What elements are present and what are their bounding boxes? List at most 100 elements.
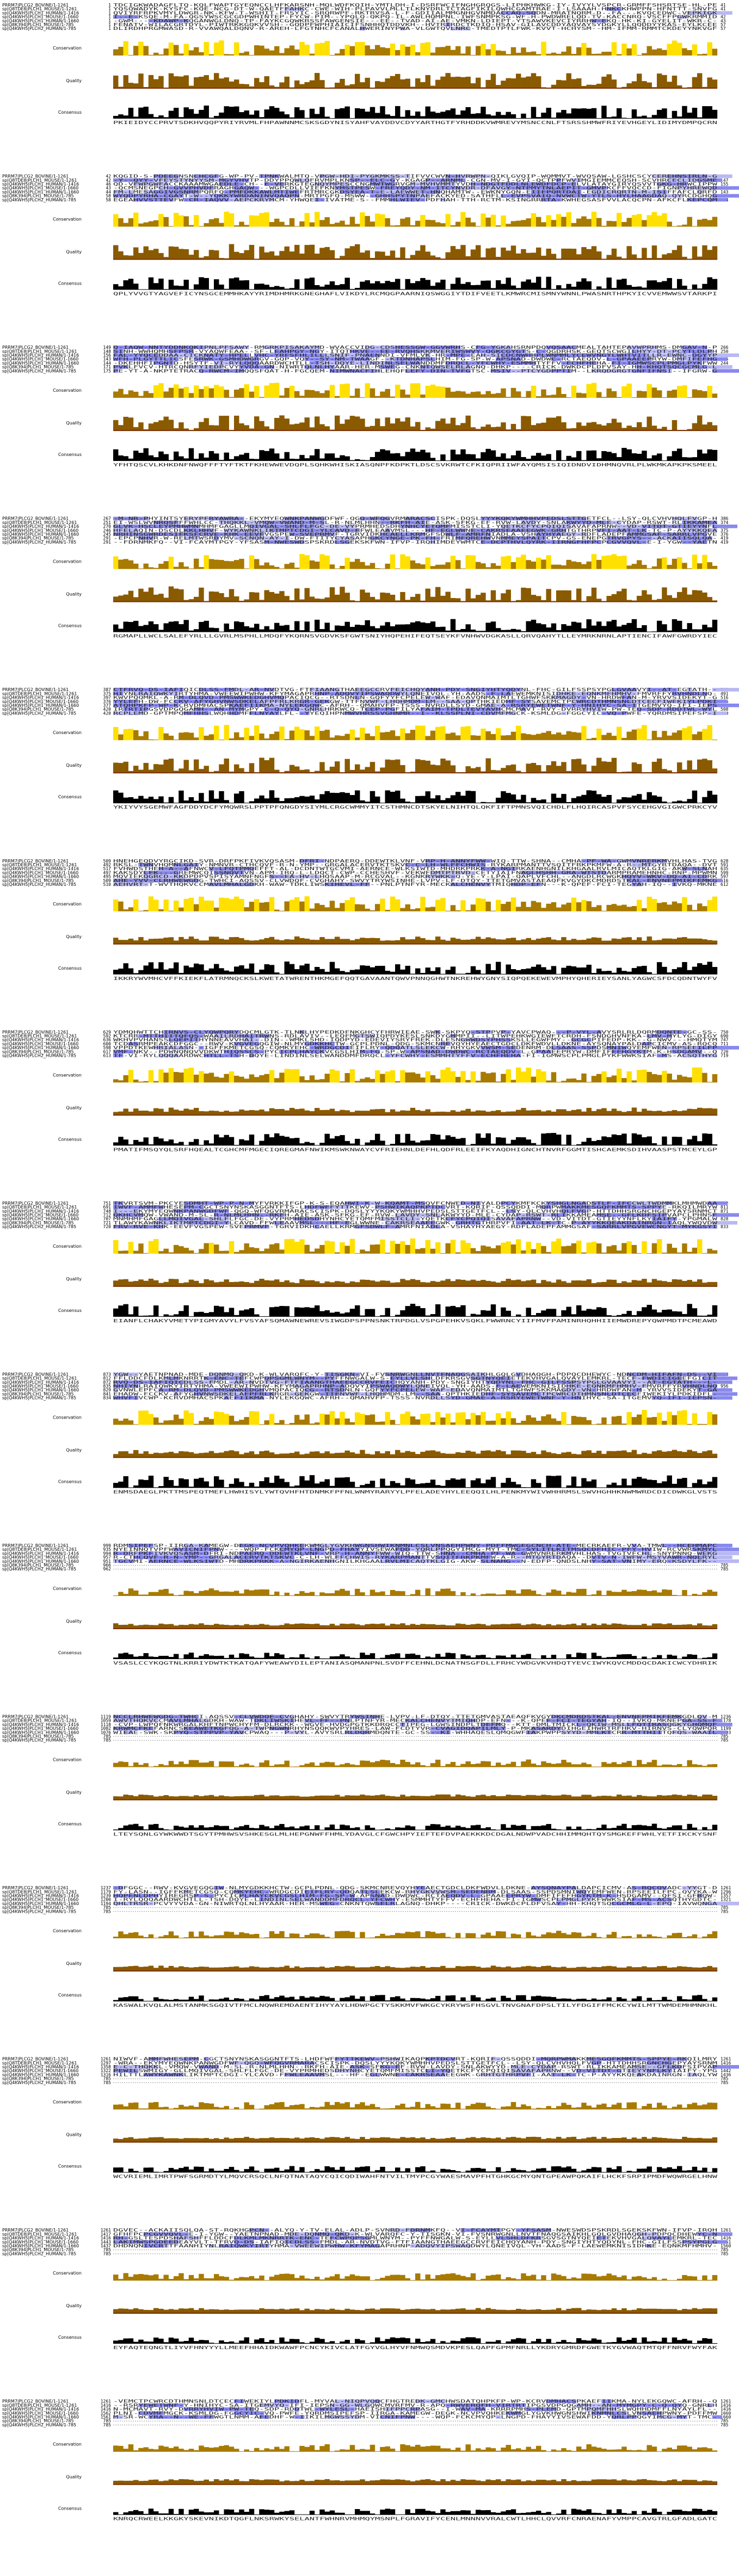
sequence-name[interactable]: sp|Q4KWH5|PLCH2_HUMAN/1-785 <box>2 1224 76 1229</box>
sequence-name[interactable]: sp|Q4KWH5|PLCH1_HUMAN/1-1416 <box>2 10 79 15</box>
annotation-bar <box>123 1624 128 1629</box>
sequence-name[interactable]: sp|Q4KWH5|PLCH1_MOUSE/1-1660 <box>2 528 78 533</box>
annotation-bar <box>662 50 667 56</box>
annotation-bar <box>516 1067 521 1083</box>
annotation-bar <box>510 794 516 804</box>
annotation-bar <box>269 1483 275 1488</box>
annotation-bar <box>304 1110 310 1116</box>
annotation-bar <box>315 1451 320 1458</box>
annotation-bar <box>264 1589 269 1596</box>
sequence-name[interactable]: sp|Q4KWH5|PLCH2_HUMAN/1-785 <box>2 1567 76 1572</box>
annotation-bar <box>315 598 320 602</box>
annotation-bar <box>214 798 219 804</box>
sequence-name[interactable]: sp|Q4KWH5|PLCH1_HUMAN/1-1660 <box>2 532 79 537</box>
annotation-bar <box>329 1411 335 1425</box>
sequence-name[interactable]: sp|Q4KWH5|PLCH2_HUMAN/1-785 <box>2 1053 76 1058</box>
annotation-bar <box>355 73 360 88</box>
sequence-name[interactable]: sp|Q4KWH5|PLCH2_HUMAN/1-785 <box>2 368 76 373</box>
residue-block <box>516 182 541 186</box>
annotation-bar <box>601 106 607 119</box>
sequence-name[interactable]: sp|Q4KWH5|PLCH1_HUMAN/1-1416 <box>2 524 79 529</box>
annotation-bar <box>395 1134 401 1146</box>
annotation-bar <box>214 628 219 632</box>
annotation-bar <box>501 1307 506 1317</box>
annotation-bar <box>369 967 375 975</box>
sequence-name[interactable]: PRRM7|PLCG2_BOVINE/1-1261 <box>2 516 69 521</box>
sequence-name[interactable]: sp|Q4KWH5|PLCH1_HUMAN/1-1660 <box>2 361 79 366</box>
annotation-bar <box>460 1654 466 1659</box>
sequence-name[interactable]: sp|Q4KWH5|PLCH2_HUMAN/1-785 <box>2 882 76 887</box>
annotation-bar <box>340 384 345 398</box>
annotation-bar <box>606 1246 612 1254</box>
sequence-name[interactable]: PRRM7|PLCG2_BOVINE/1-1261 <box>2 3 69 8</box>
annotation-bar <box>395 1243 401 1254</box>
annotation-bar <box>470 454 476 461</box>
sequence-name[interactable]: sp|Q8TDE8|PLCH1_MOUSE/1-1261 <box>2 7 77 11</box>
sequence-name[interactable]: sp|Q4KWH5|PLCH1_MOUSE/1-1660 <box>2 186 78 190</box>
annotation-bar <box>410 255 416 260</box>
annotation-bar <box>118 1279 124 1286</box>
annotation-bar <box>309 80 315 88</box>
sequence-name[interactable]: sp|Q4KWH5|PLCH2_HUMAN/1-785 <box>2 198 76 202</box>
annotation-bar <box>692 734 698 741</box>
annotation-bar <box>440 1656 446 1659</box>
sequence-name[interactable]: sp|Q4KWH5|PLCH1_HUMAN/1-1416 <box>2 353 79 358</box>
annotation-bar <box>651 1590 657 1596</box>
annotation-bar <box>229 899 235 911</box>
annotation-bar <box>546 395 551 398</box>
annotation-bar <box>440 1486 446 1488</box>
annotation-bar <box>536 902 541 911</box>
sequence-name[interactable]: sp|Q8K394|PLCH1_MOUSE/1-785 <box>2 536 74 541</box>
sequence-name[interactable]: sp|Q4KWH5|PLCH2_HUMAN/1-785 <box>2 1396 76 1401</box>
annotation-bar <box>697 117 703 119</box>
annotation-bar <box>194 284 199 290</box>
annotation-bar <box>143 1795 149 1800</box>
sequence-name[interactable]: sp|Q4KWH5|PLCH1_MOUSE/1-1660 <box>2 15 78 20</box>
sequence-name[interactable]: sp|Q8TDE8|PLCH1_MOUSE/1-1261 <box>2 349 77 354</box>
sequence-name[interactable]: sp|Q4KWH5|PLCH1_HUMAN/1-1660 <box>2 19 79 23</box>
residue-block <box>501 353 521 358</box>
sequence-name[interactable]: sp|Q4KWH5|PLCH1_MOUSE/1-1660 <box>2 357 78 362</box>
residue-block <box>506 516 536 521</box>
sequence-name[interactable]: PRRM7|PLCG2_BOVINE/1-1261 <box>2 345 69 350</box>
annotation-bar <box>576 254 582 260</box>
annotation-bar <box>450 417 456 431</box>
annotation-bar <box>289 288 295 290</box>
sequence-name[interactable]: sp|Q4KWH5|PLCH2_HUMAN/1-785 <box>2 540 76 545</box>
sequence-name[interactable]: sp|Q8K394|PLCH1_MOUSE/1-785 <box>2 365 74 369</box>
annotation-bar <box>526 1453 531 1458</box>
annotation-bar <box>410 1479 416 1488</box>
annotation-bar <box>194 77 199 88</box>
annotation-bar <box>375 396 380 398</box>
sequence-name[interactable]: PRRM7|PLCG2_BOVINE/1-1261 <box>2 174 69 179</box>
annotation-bar <box>234 1624 239 1629</box>
annotation-bar <box>188 1413 194 1425</box>
sequence-name[interactable]: sp|Q4KWH5|PLCH2_HUMAN/1-785 <box>2 711 76 716</box>
annotation-bar <box>183 760 189 773</box>
annotation-bar <box>319 248 325 260</box>
annotation-bar <box>712 393 718 398</box>
residue-block <box>158 525 194 528</box>
annotation-bar <box>551 118 557 119</box>
sequence-name[interactable]: sp|Q8K394|PLCH1_MOUSE/1-785 <box>2 194 74 199</box>
sequence-name[interactable]: sp|Q4KWH5|PLCH2_HUMAN/1-785 <box>2 1738 76 1743</box>
sequence-name[interactable]: sp|Q8TDE8|PLCH1_MOUSE/1-1261 <box>2 520 77 525</box>
sequence-name[interactable]: sp|Q8TDE8|PLCH1_MOUSE/1-1261 <box>2 691 77 696</box>
annotation-bar <box>576 967 582 975</box>
annotation-bar <box>536 117 541 119</box>
annotation-bar <box>591 1141 597 1146</box>
sequence-name[interactable]: sp|Q4KWH5|PLCH2_HUMAN/1-785 <box>2 26 76 31</box>
sequence-name[interactable]: sp|Q4KWH5|PLCH1_HUMAN/1-1416 <box>2 182 79 187</box>
annotation-bar <box>556 416 562 431</box>
annotation-bar <box>415 1306 421 1317</box>
sequence-name[interactable]: sp|Q4KWH5|PLCH1_HUMAN/1-1660 <box>2 189 79 194</box>
sequence-name[interactable]: sp|Q8K394|PLCH1_MOUSE/1-785 <box>2 22 74 27</box>
sequence-name[interactable]: sp|Q8TDE8|PLCH1_MOUSE/1-1261 <box>2 178 77 183</box>
conservation-track <box>113 211 718 227</box>
annotation-bar <box>269 50 275 56</box>
annotation-bar <box>123 761 128 773</box>
annotation-bar <box>395 225 401 227</box>
annotation-bar <box>375 725 380 741</box>
annotation-bar <box>390 730 396 741</box>
sequence-name[interactable]: PRRM7|PLCG2_BOVINE/1-1261 <box>2 687 69 692</box>
